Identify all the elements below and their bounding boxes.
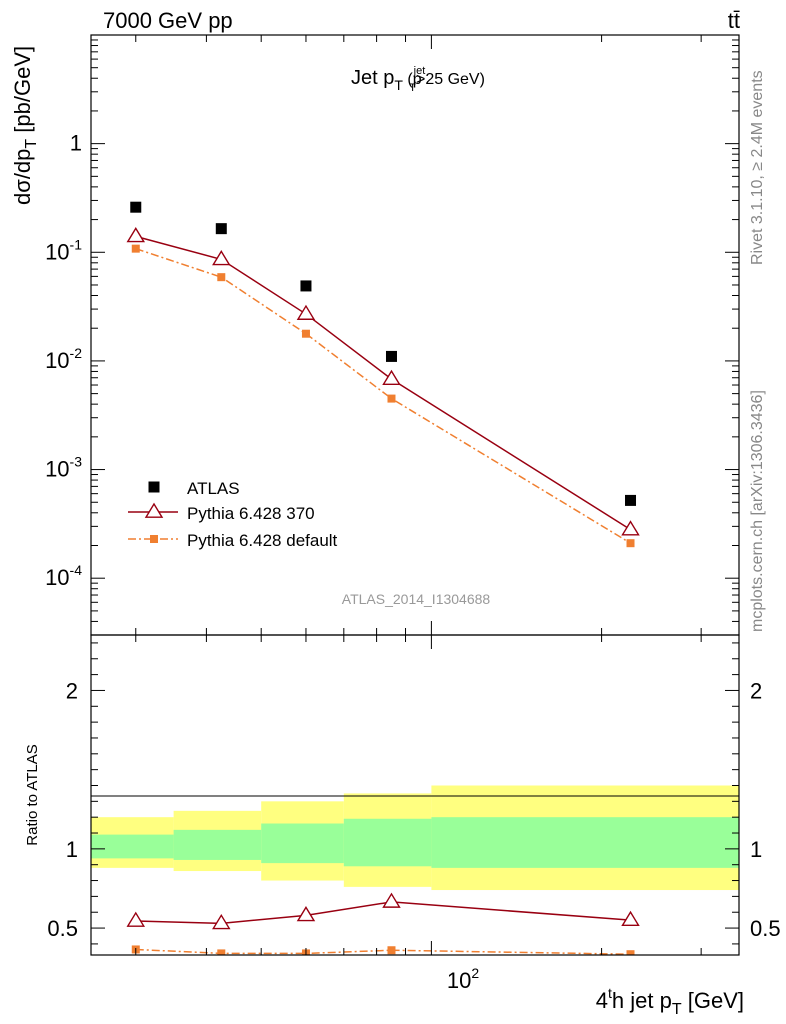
ratio-y-tick-label: 0.5 [47, 916, 78, 941]
side-label-bottom: mcplots.cern.ch [arXiv:1306.3436] [749, 390, 766, 632]
ratio-series [126, 892, 640, 955]
series-line-pythia-default [135, 247, 631, 544]
ratio-point-pythia-370 [126, 911, 146, 927]
point-pythia-default [301, 329, 310, 338]
legend-label: ATLAS [187, 479, 240, 498]
point-atlas [385, 350, 397, 362]
side-label-top: Rivet 3.1.10, ≥ 2.4M events [749, 70, 766, 265]
ratio-y-axis-label: Ratio to ATLAS [24, 744, 41, 845]
legend-label: Pythia 6.428 default [187, 531, 338, 550]
point-pythia-default [387, 394, 396, 403]
x-axis-label: 4th jet pT [GeV] [596, 985, 744, 1018]
legend-marker-pythia-370 [144, 502, 164, 518]
point-atlas [130, 201, 142, 213]
ratio-y-tick-label: 2 [66, 678, 78, 703]
ratio-band-bin [173, 829, 262, 860]
legend-label: Pythia 6.428 370 [187, 504, 315, 523]
ratio-y-tick-label: 1 [66, 837, 78, 862]
main-y-tick-labels: 10-4 10-3 10-2 10-1 1 [45, 131, 82, 591]
legend-marker-pythia-default [150, 535, 158, 543]
point-pythia-default [626, 539, 635, 548]
ratio-ticks [91, 635, 739, 955]
ratio-point-pythia-370 [296, 906, 316, 922]
ratio-bands [91, 785, 739, 891]
point-pythia-default [217, 273, 226, 282]
ratio-band-bin [343, 818, 432, 867]
point-atlas [625, 494, 637, 506]
point-pythia-370 [621, 520, 640, 536]
ratio-frame [90, 634, 740, 956]
point-pythia-default [131, 244, 140, 253]
ratio-series-group [126, 892, 640, 955]
point-pythia-370 [296, 304, 316, 320]
ratio-line-pythia-370 [135, 901, 631, 925]
watermark: ATLAS_2014_I1304688 [342, 591, 491, 607]
main-panel: 10-410-310-210-11 Jet pT (pjet T>25 GeV) … [10, 34, 740, 636]
ratio-y-tick-label-right: 2 [750, 678, 762, 703]
ratio-point-pythia-370 [621, 910, 640, 927]
main-y-axis-label: dσ/dpT [pb/GeV] [10, 46, 40, 205]
y-tick-label: 10-3 [45, 454, 82, 482]
ratio-point-pythia-370 [212, 913, 231, 930]
ratio-point-pythia-370 [382, 892, 401, 908]
ratio-band-bin [431, 817, 739, 868]
ratio-point-pythia-default [217, 949, 226, 955]
ratio-band-bin [91, 834, 174, 859]
x-tick-label-100: 102 [447, 965, 479, 993]
ratio-panel: 0.5 0.5 1 1 2 2 Ratio to ATLAS 102 4th jet pT… [24, 634, 781, 1018]
point-atlas [215, 223, 227, 235]
plot-title: Jet pT (pjet T>25 GeV) [351, 65, 485, 94]
point-pythia-370 [382, 369, 401, 386]
y-tick-label: 10-1 [45, 236, 82, 264]
process-label: tt̄ [728, 8, 740, 33]
point-pythia-370 [126, 227, 146, 243]
ratio-y-tick-label-right: 0.5 [750, 916, 781, 941]
main-series [126, 201, 640, 548]
ratio-point-pythia-default [626, 950, 635, 955]
legend: ATLAS Pythia 6.428 370 Pythia 6.428 defaul… [128, 479, 338, 550]
ratio-y-tick-label-right: 1 [750, 837, 762, 862]
energy-label: 7000 GeV pp [103, 8, 233, 33]
legend-marker-atlas [148, 481, 160, 493]
y-tick-label: 10-4 [45, 562, 82, 590]
ratio-y-tick-labels: 0.5 0.5 1 1 2 2 [47, 678, 780, 941]
ratio-band-bin [261, 823, 344, 864]
main-ticks [91, 35, 739, 636]
ratio-line-pythia-default [135, 948, 631, 955]
ratio-point-pythia-default [387, 946, 396, 955]
point-pythia-370 [212, 250, 231, 266]
point-atlas [300, 280, 312, 292]
y-tick-label: 1 [70, 131, 82, 156]
y-tick-label: 10-2 [45, 345, 82, 373]
